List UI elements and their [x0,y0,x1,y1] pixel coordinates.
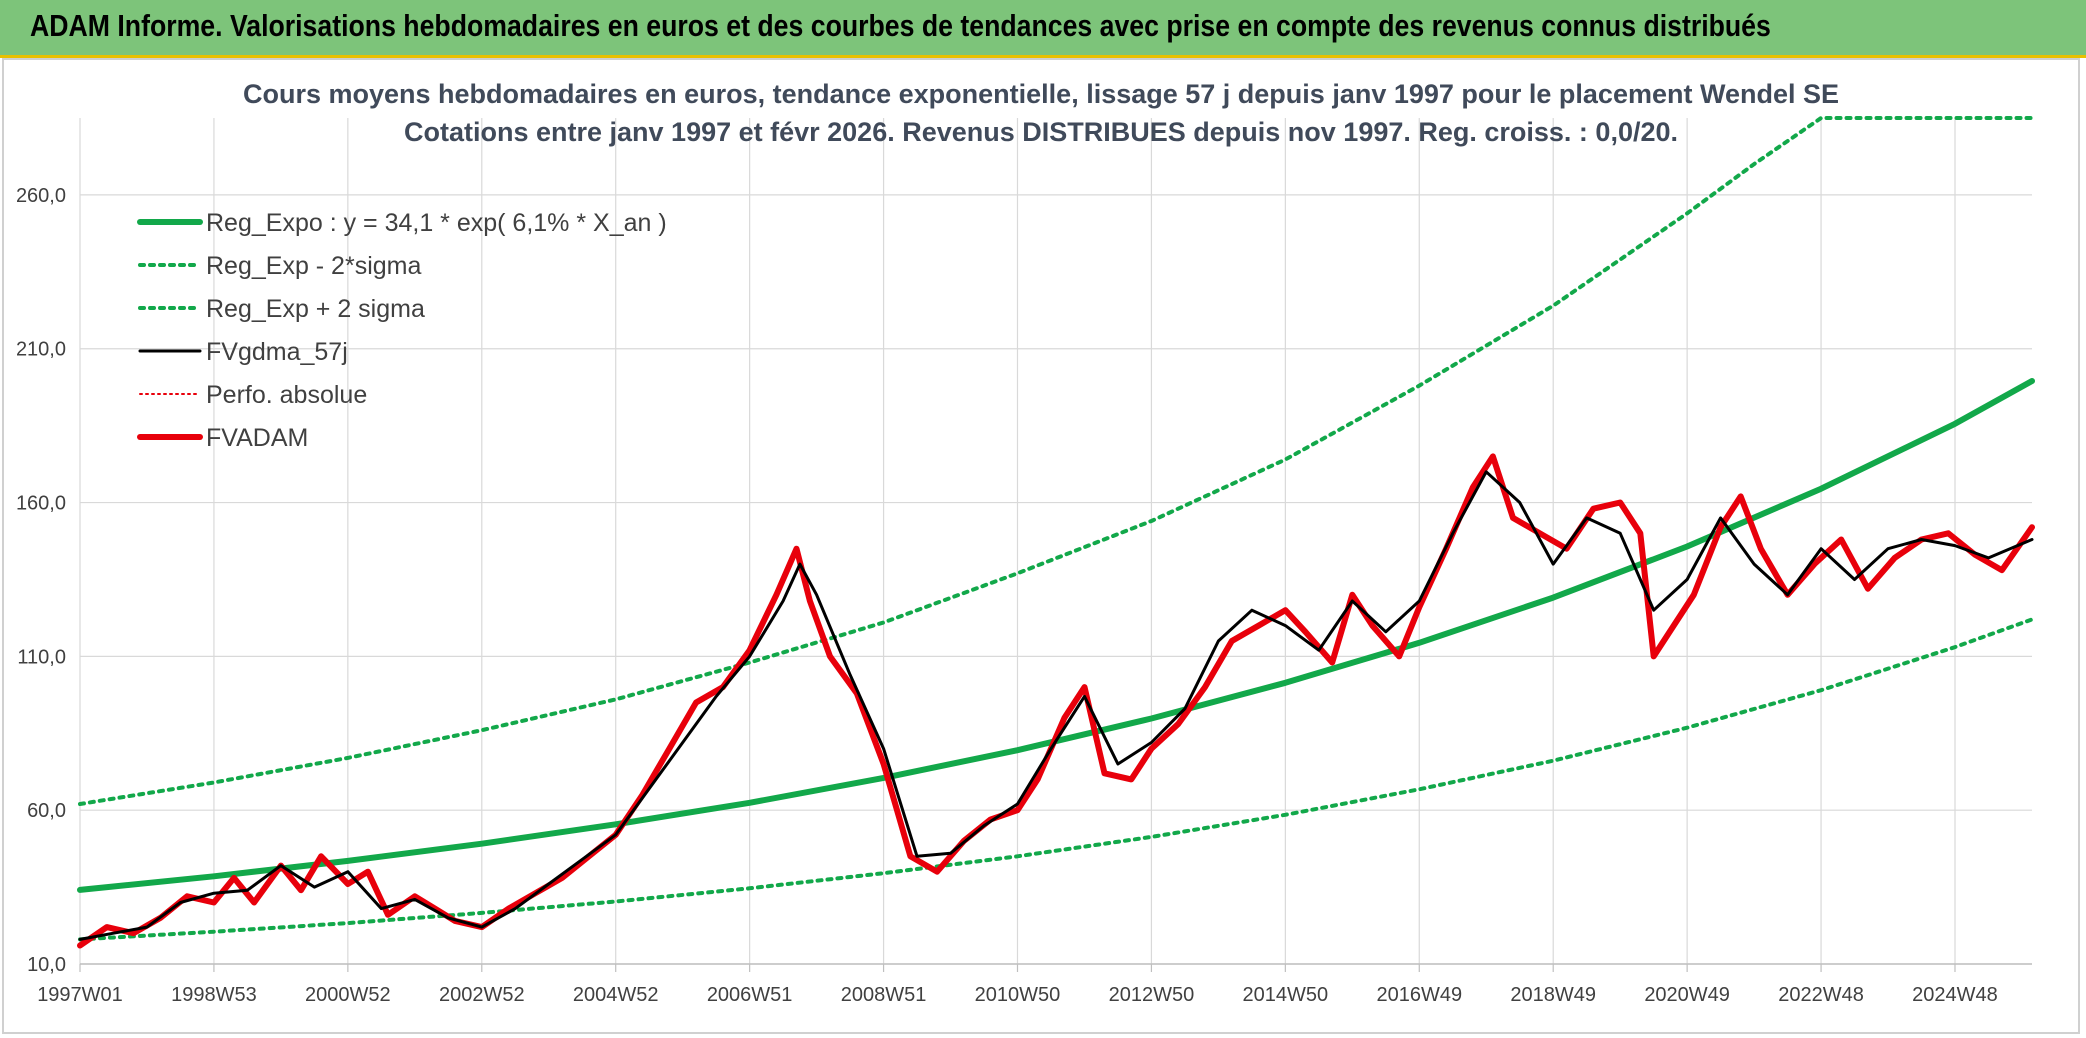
chart-frame: 10,0 60,0 110,0 160,0 210,0 260,0 1997W01 1998W… [2,58,2080,1034]
legend-label: Perfo. absolue [206,381,367,409]
series-line-1 [78,617,2034,942]
legend-label: Reg_Exp - 2*sigma [206,252,421,280]
chart-series [77,116,2035,949]
x-tick-label: 1997W01 [37,984,123,1006]
header-banner: ADAM Informe. Valorisations hebdomadaire… [0,0,2086,58]
x-tick-label: 2012W50 [1109,984,1195,1006]
x-tick-label: 2014W50 [1243,984,1329,1006]
chart-svg: 10,0 60,0 110,0 160,0 210,0 260,0 1997W01 1998W… [16,79,2035,1006]
x-tick-label: 2006W51 [707,984,793,1006]
x-tick-label: 2022W48 [1778,984,1864,1006]
y-tick-label: 110,0 [17,646,66,668]
y-tick-label: 10,0 [27,954,66,976]
x-tick-label: 2016W49 [1376,984,1462,1006]
series-line-5 [77,453,2035,949]
x-tick-label: 2008W51 [841,984,927,1006]
legend-label: Reg_Expo : y = 34,1 * exp( 6,1% * X_an ) [206,209,667,237]
page-title: ADAM Informe. Valorisations hebdomadaire… [30,8,1771,43]
legend-label: FVADAM [206,424,308,452]
series-line-3 [78,470,2034,941]
chart-legend: Reg_Expo : y = 34,1 * exp( 6,1% * X_an )… [137,209,667,452]
chart-axes: 10,0 60,0 110,0 160,0 210,0 260,0 1997W01 1998W… [16,185,2032,1006]
series-line-0 [77,378,2035,893]
x-tick-label: 2002W52 [439,984,525,1006]
chart-title: Cours moyens hebdomadaires en euros, ten… [243,79,1839,109]
y-tick-label: 60,0 [27,800,66,822]
chart-subtitle: Cotations entre janv 1997 et févr 2026. … [404,117,1678,147]
legend-label: Reg_Exp + 2 sigma [206,295,425,323]
y-tick-label: 210,0 [16,339,66,361]
series-line-2 [78,116,2034,806]
y-tick-label: 160,0 [16,493,66,515]
x-tick-label: 1998W53 [171,984,257,1006]
x-tick-label: 2020W49 [1644,984,1730,1006]
x-tick-label: 2010W50 [975,984,1061,1006]
x-tick-label: 2004W52 [573,984,659,1006]
y-tick-label: 260,0 [16,185,66,207]
x-tick-label: 2000W52 [305,984,391,1006]
x-tick-label: 2024W48 [1912,984,1998,1006]
legend-label: FVgdma_57j [206,338,348,366]
x-tick-label: 2018W49 [1510,984,1596,1006]
